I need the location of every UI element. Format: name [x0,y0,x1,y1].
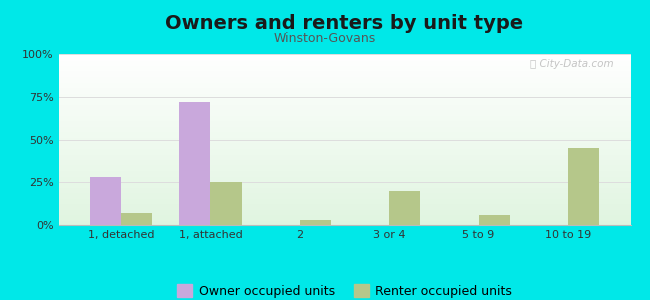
Bar [179,102,211,225]
Bar [90,177,121,225]
Legend: Owner occupied units, Renter occupied units: Owner occupied units, Renter occupied un… [172,279,517,300]
Bar [568,148,599,225]
Bar [478,215,510,225]
Text: Winston-Govans: Winston-Govans [274,32,376,44]
Bar [121,213,152,225]
Bar [211,182,242,225]
Title: Owners and renters by unit type: Owners and renters by unit type [166,14,523,33]
Bar [300,220,331,225]
Text: ⓘ City-Data.com: ⓘ City-Data.com [530,59,614,69]
Bar [389,191,421,225]
